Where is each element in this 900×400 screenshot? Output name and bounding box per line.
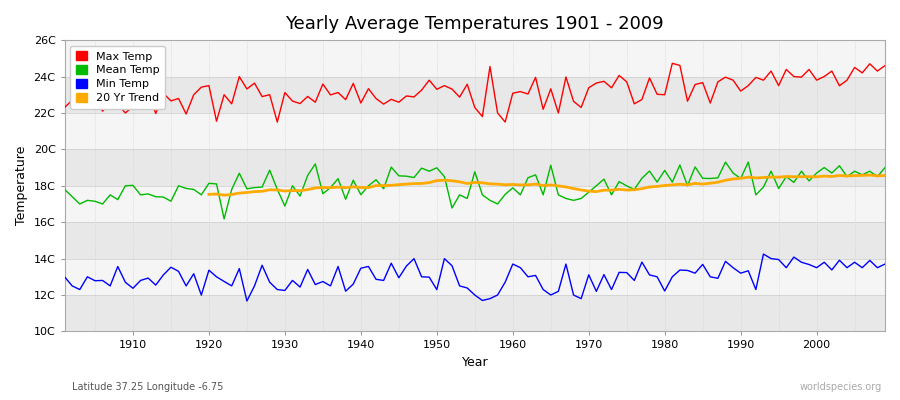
Bar: [65, 76, 885, 113]
Title: Yearly Average Temperatures 1901 - 2009: Yearly Average Temperatures 1901 - 2009: [285, 15, 664, 33]
Bar: [65, 113, 885, 149]
Text: worldspecies.org: worldspecies.org: [800, 382, 882, 392]
Bar: [65, 295, 885, 332]
Text: Latitude 37.25 Longitude -6.75: Latitude 37.25 Longitude -6.75: [72, 382, 223, 392]
Bar: [65, 40, 885, 76]
Legend: Max Temp, Mean Temp, Min Temp, 20 Yr Trend: Max Temp, Mean Temp, Min Temp, 20 Yr Tre…: [70, 46, 165, 108]
Bar: [65, 222, 885, 258]
X-axis label: Year: Year: [462, 356, 488, 369]
Bar: [65, 186, 885, 222]
Bar: [65, 258, 885, 295]
Bar: [65, 149, 885, 186]
Y-axis label: Temperature: Temperature: [15, 146, 28, 226]
